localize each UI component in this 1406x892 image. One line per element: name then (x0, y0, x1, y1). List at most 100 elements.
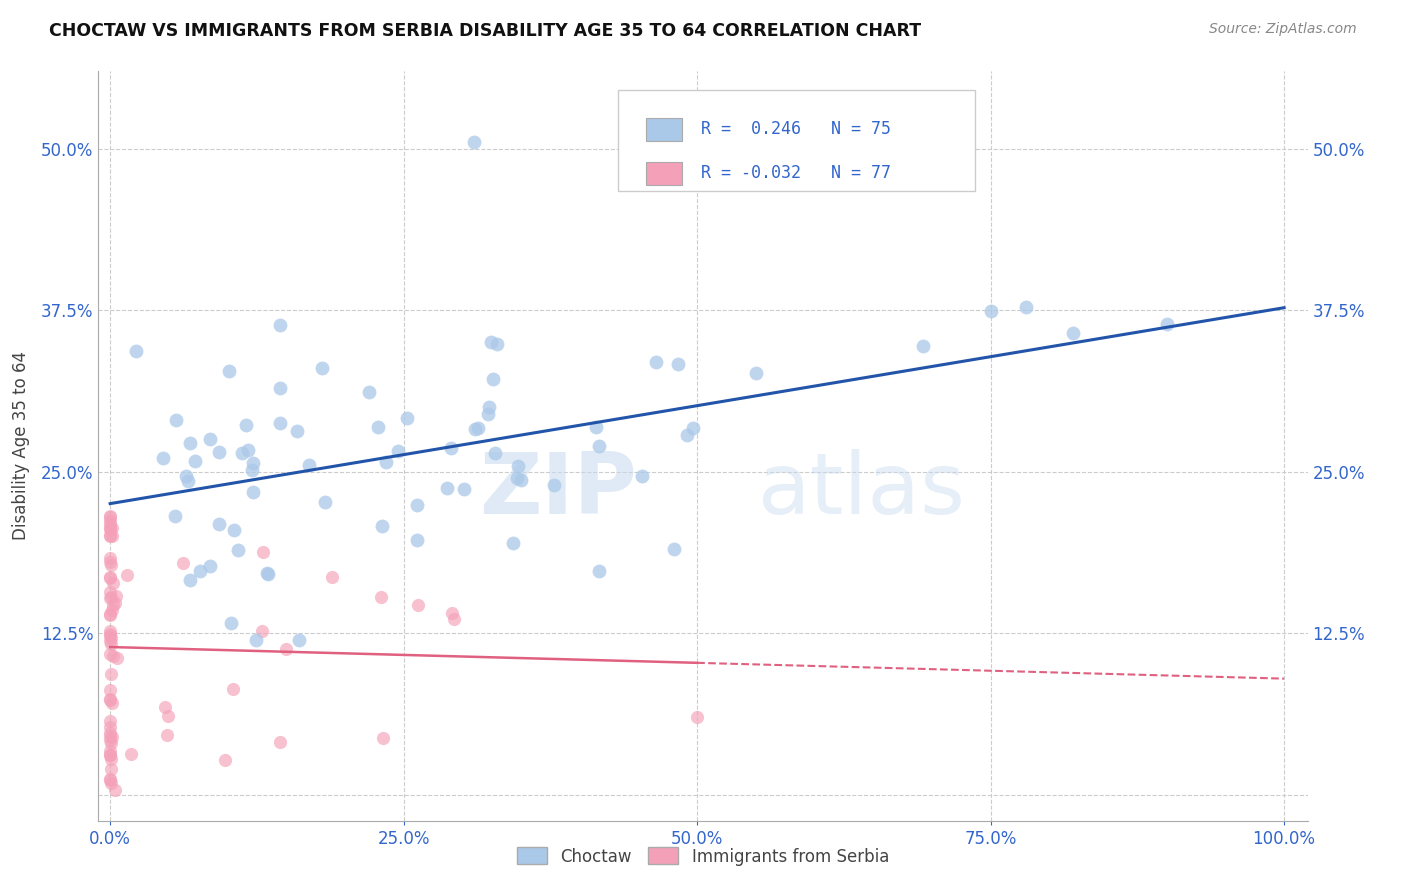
Point (101, 576, 124, 591)
Point (235, 417, 257, 432)
Point (103, 648, 125, 663)
Point (509, 473, 531, 487)
Point (98, 747, 121, 762)
Point (588, 564, 610, 578)
Point (152, 450, 174, 465)
Point (98, 571, 121, 585)
Point (198, 433, 221, 447)
Point (98, 555, 121, 569)
Point (585, 419, 607, 434)
Point (321, 570, 343, 584)
Point (98, 744, 121, 758)
Point (269, 381, 291, 395)
Point (374, 455, 396, 469)
Point (98, 772, 121, 787)
Point (98, 522, 121, 536)
Point (98, 726, 121, 740)
FancyBboxPatch shape (619, 90, 976, 191)
Point (478, 400, 501, 414)
Point (236, 443, 259, 458)
Point (100, 631, 122, 645)
Point (100, 682, 122, 697)
Point (125, 343, 148, 358)
Point (98, 607, 121, 621)
Point (440, 441, 463, 455)
Point (314, 495, 336, 509)
Point (912, 339, 935, 353)
Point (274, 642, 297, 657)
Point (200, 558, 222, 573)
Point (256, 566, 278, 581)
Point (406, 533, 429, 547)
Point (98, 591, 121, 606)
FancyBboxPatch shape (647, 162, 682, 185)
Point (463, 136, 485, 150)
Point (664, 542, 686, 557)
Point (98, 529, 121, 543)
Point (153, 699, 176, 714)
Point (287, 632, 309, 647)
Point (443, 611, 465, 625)
Point (250, 624, 273, 639)
Point (686, 710, 709, 724)
Point (98, 514, 121, 528)
Point (588, 439, 610, 453)
Point (98, 633, 121, 648)
Point (98, 647, 121, 661)
Point (98, 527, 121, 541)
Point (104, 783, 127, 797)
Point (98, 748, 121, 763)
Point (367, 420, 389, 434)
Point (242, 456, 264, 470)
Point (222, 523, 245, 537)
Point (100, 636, 122, 650)
Point (98, 570, 121, 584)
Point (252, 545, 274, 559)
Point (184, 453, 207, 467)
Point (98, 626, 121, 640)
Point (479, 334, 502, 349)
Point (226, 543, 249, 558)
Point (115, 568, 138, 582)
Point (103, 595, 125, 609)
Point (98, 720, 121, 734)
Point (543, 478, 565, 492)
Point (269, 735, 291, 749)
Point (101, 603, 124, 617)
Point (100, 667, 122, 681)
Point (506, 471, 529, 485)
Point (98, 729, 121, 743)
Point (100, 558, 122, 572)
Point (98, 516, 121, 531)
Point (98, 624, 121, 639)
Point (100, 762, 122, 776)
Point (486, 337, 509, 351)
Text: R =  0.246   N = 75: R = 0.246 N = 75 (700, 120, 890, 138)
FancyBboxPatch shape (647, 119, 682, 141)
Point (285, 424, 308, 438)
Y-axis label: Disability Age 35 to 64: Disability Age 35 to 64 (11, 351, 30, 541)
Point (98, 509, 121, 524)
Point (373, 731, 395, 745)
Point (218, 364, 240, 378)
Point (101, 521, 124, 535)
Point (980, 304, 1002, 318)
Point (100, 736, 122, 750)
Point (100, 508, 122, 523)
Text: Source: ZipAtlas.com: Source: ZipAtlas.com (1209, 22, 1357, 37)
Text: R = -0.032   N = 77: R = -0.032 N = 77 (700, 164, 890, 183)
Point (269, 416, 291, 430)
Point (298, 458, 321, 472)
Point (208, 445, 231, 459)
Point (357, 384, 380, 399)
Point (676, 427, 699, 442)
Point (105, 650, 128, 665)
Point (370, 590, 392, 604)
Point (179, 435, 201, 450)
Point (508, 459, 530, 474)
Point (100, 591, 122, 605)
Point (98, 693, 121, 707)
Point (222, 681, 245, 696)
Point (467, 421, 489, 435)
Point (231, 446, 253, 460)
